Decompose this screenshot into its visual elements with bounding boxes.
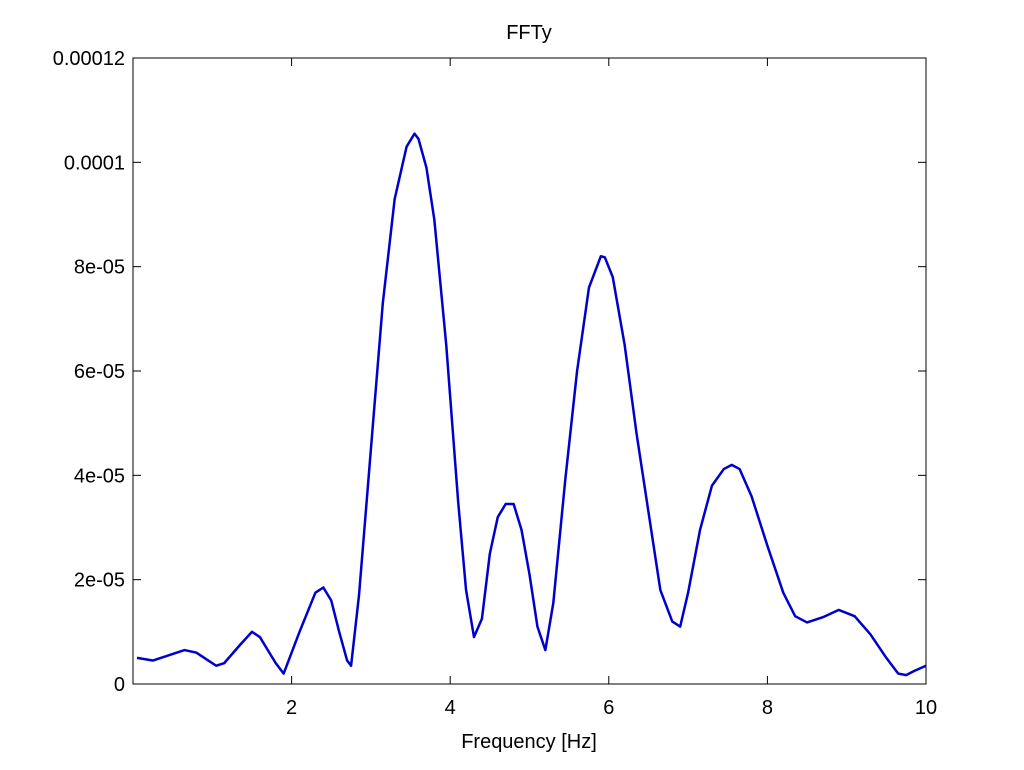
y-tick-label: 0 bbox=[114, 674, 125, 696]
series-layer bbox=[136, 132, 927, 677]
y-tick-label: 0.00012 bbox=[53, 48, 125, 70]
y-tick-label: 6e-05 bbox=[74, 361, 125, 383]
x-tick-label: 4 bbox=[445, 697, 456, 719]
chart-title: FFTy bbox=[506, 22, 552, 44]
y-tick-label: 4e-05 bbox=[74, 465, 125, 487]
x-tick-label: 8 bbox=[762, 697, 773, 719]
x-tick-label: 10 bbox=[915, 697, 937, 719]
y-tick-label: 8e-05 bbox=[74, 257, 125, 279]
x-axis-label: Frequency [Hz] bbox=[461, 731, 597, 753]
y-axis-ticks: 0 2e-05 4e-05 6e-05 8e-05 0.0001 0.00012 bbox=[53, 48, 926, 696]
x-tick-label: 6 bbox=[603, 697, 614, 719]
y-tick-label: 0.0001 bbox=[64, 152, 125, 174]
y-tick-label: 2e-05 bbox=[74, 570, 125, 592]
plot-area bbox=[132, 57, 927, 685]
x-axis-ticks: 2 4 6 8 10 bbox=[286, 58, 937, 719]
x-tick-label: 2 bbox=[286, 697, 297, 719]
series-line-0 bbox=[136, 132, 927, 677]
